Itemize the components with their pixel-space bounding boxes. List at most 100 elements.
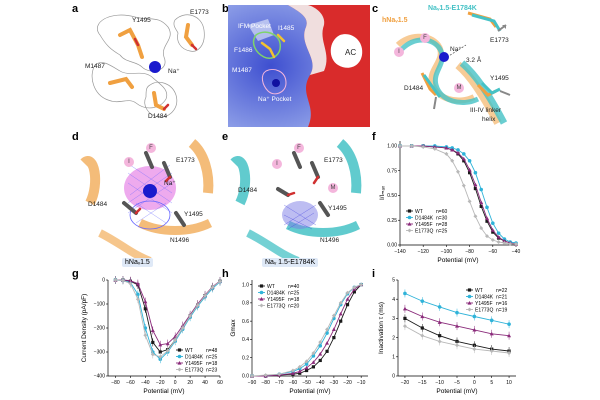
panel-a-structure: Y1495 E1773 M1487 D1484 Na⁺: [80, 5, 220, 127]
data-point-E1773Q: [432, 146, 437, 151]
legend-marker: [259, 290, 264, 295]
data-point-WT: [143, 307, 147, 311]
panel-label-b: b: [222, 3, 229, 15]
e-label-n1496: N1496: [320, 237, 340, 244]
data-point-D1484K: [473, 170, 478, 175]
data-point-E1773Q: [250, 374, 254, 378]
series-E1773Q: [398, 143, 518, 247]
data-point-Y1495F: [432, 144, 437, 149]
data-point-E1773Q: [420, 333, 425, 338]
data-point-Y1495F: [304, 365, 309, 370]
legend-marker: [177, 354, 182, 359]
data-point-E1773Q: [508, 242, 513, 247]
data-point-E1773Q: [150, 352, 155, 357]
data-point-Y1495F: [311, 360, 316, 364]
c-label-d1484: D1484: [404, 85, 424, 92]
data-point-E1773Q: [409, 143, 414, 148]
x-tick-label: 40: [202, 380, 208, 386]
data-point-D1484K: [485, 205, 489, 210]
panel-label-d: d: [72, 131, 79, 143]
x-tick-label: 0: [174, 380, 177, 386]
d-label-d1484: D1484: [88, 201, 108, 208]
label-f1486: F1486: [234, 47, 253, 54]
legend-n: n=25: [436, 228, 447, 234]
data-point-WT: [485, 219, 489, 223]
data-point-Y1495F: [507, 333, 512, 338]
data-point-E1773Q: [180, 326, 185, 330]
c-marker-i: I: [394, 47, 404, 57]
data-point-WT: [345, 303, 350, 307]
y-tick-label: −400: [94, 374, 105, 380]
legend-marker: [467, 301, 472, 305]
legend-n: n=22: [496, 288, 507, 294]
data-point-WT: [479, 204, 483, 208]
chart-h: −90 −80 −70 −60 −50 −40 −30 −20 −10 0.0 0.2 0.4 0.6 0…: [230, 280, 368, 395]
panel-a-density-svg: [91, 14, 205, 118]
data-point-E1773Q: [472, 347, 477, 352]
data-point-E1773Q: [263, 373, 268, 378]
data-point-E1773Q: [297, 364, 302, 369]
label-y1495: Y1495: [132, 17, 151, 24]
data-point-E1773Q: [421, 144, 426, 149]
data-point-E1773Q: [173, 338, 178, 342]
data-point-WT: [311, 365, 316, 369]
data-point-E1773Q: [158, 354, 163, 359]
d-caption: hNaᵥ1.5: [122, 258, 153, 267]
data-point-E1773Q: [277, 372, 282, 377]
x-axis-label: Potential (mV): [143, 388, 184, 395]
data-point-Y1495F: [461, 156, 466, 161]
legend-label: E1773Q: [185, 367, 203, 373]
legend-label: E1773Q: [415, 228, 433, 234]
legend-n: n=30: [436, 215, 447, 221]
legend-marker: [407, 209, 412, 213]
data-point-WT: [473, 186, 477, 191]
x-tick-label: −60: [289, 380, 298, 386]
legend-marker: [407, 215, 412, 220]
data-point-Y1495F: [338, 311, 343, 316]
y-tick-label: −100: [94, 302, 105, 308]
legend-label: E1773Q: [267, 303, 285, 309]
data-point-WT: [438, 334, 442, 338]
legend-marker: [407, 228, 412, 233]
x-tick-label: −5: [454, 380, 460, 386]
data-point-E1773Q: [128, 281, 133, 286]
data-point-E1773Q: [514, 242, 518, 247]
series-line-Y1495F: [115, 279, 221, 346]
panel-d-structure: F I E1773 Na⁺ D1484 Y1495 N1496: [80, 133, 220, 265]
x-tick-label: −120: [418, 249, 429, 255]
data-point-E1773Q: [331, 313, 336, 318]
legend-n: n=18: [288, 297, 299, 303]
x-tick-label: −70: [275, 380, 284, 386]
data-point-WT: [420, 326, 424, 330]
c-title-mutant: Naᵥ1.5-E1784K: [428, 5, 477, 12]
axes: −20 −15 −10 −5 0 5 10 0 1 2 3 4 5: [392, 278, 516, 386]
data-point-E1773Q: [318, 340, 323, 345]
y-tick-label: 0.25: [387, 218, 397, 224]
legend-label: Y1495F: [415, 222, 433, 228]
data-point-E1773Q: [402, 324, 407, 329]
panel-label-e: e: [222, 131, 229, 143]
legend-n: n=48: [206, 348, 217, 354]
x-axis-label: Potential (mV): [437, 257, 478, 264]
data-point-Y1495F: [456, 150, 460, 155]
data-point-WT: [158, 350, 162, 354]
data-point-Y1495F: [479, 200, 484, 205]
legend-n: n=19: [496, 307, 507, 313]
data-point-D1484K: [136, 292, 140, 297]
data-point-WT: [352, 290, 356, 294]
label-d1484: D1484: [148, 113, 168, 120]
data-point-Y1495F: [297, 369, 302, 374]
c-title-wt: hNaᵥ1.5: [382, 17, 408, 24]
e-label-e1773: E1773: [324, 157, 343, 164]
x-tick-label: 10: [506, 380, 512, 386]
data-point-D1484K: [311, 354, 316, 358]
legend-marker: [177, 348, 182, 352]
data-point-WT: [468, 171, 472, 175]
panel-c-overlay: Naᵥ1.5-E1784K hNaᵥ1.5 I F Na⁺ E1773 3.2 …: [378, 5, 518, 127]
chart-i: −20 −15 −10 −5 0 5 10 0 1 2 3 4 5 Potential (mV) Inact…: [378, 278, 516, 395]
legend-label: Y1495F: [475, 301, 493, 307]
data-point-Y1495F: [331, 327, 336, 331]
data-point-D1484K: [403, 291, 407, 296]
data-point-D1484K: [491, 221, 495, 226]
